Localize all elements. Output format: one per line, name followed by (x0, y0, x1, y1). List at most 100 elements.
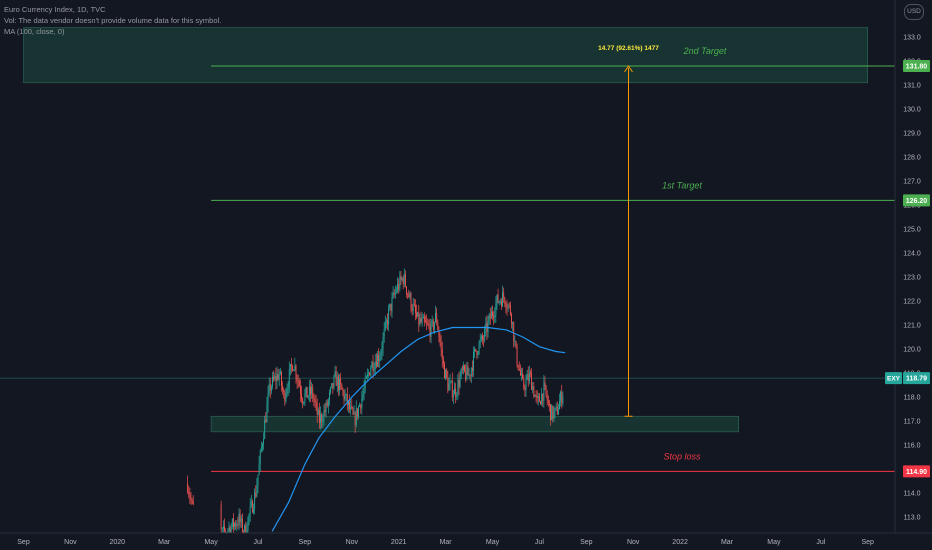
candle-body-250 (493, 315, 495, 318)
candle-body-306 (555, 406, 557, 408)
candle-body-140 (370, 368, 372, 376)
candle-body-170 (403, 273, 405, 284)
candle-body-43 (262, 444, 263, 448)
candle-body-134 (363, 388, 365, 394)
candle-body-273 (518, 369, 520, 371)
candle-body-194 (430, 321, 432, 337)
candle-body-291 (538, 396, 540, 402)
candle-body-104 (330, 387, 332, 393)
candle-body-143 (373, 368, 375, 372)
candle-body-53 (273, 376, 275, 380)
candle-body-274 (519, 369, 521, 375)
candle-body-29 (246, 530, 248, 533)
candle-body-207 (445, 369, 447, 379)
candle-body-268 (513, 322, 515, 342)
candle-body-95 (320, 414, 321, 423)
candle-body-81 (304, 393, 306, 402)
candle-body-188 (423, 316, 425, 322)
candle-body-113 (340, 378, 342, 384)
candle-body-311 (561, 392, 563, 404)
candle-body-209 (447, 377, 449, 391)
candle-body-187 (422, 316, 424, 319)
candle-body-190 (426, 322, 428, 324)
candle-body-14 (229, 527, 231, 533)
candle-body-237 (478, 342, 480, 353)
candle-body-10 (225, 531, 227, 533)
time-tick-10: May (486, 539, 500, 546)
candle-body-111 (337, 376, 339, 391)
candle-body-265 (509, 304, 511, 315)
candle-body-68 (289, 364, 291, 370)
candle-body-189 (425, 321, 426, 323)
candle-body-39 (257, 474, 259, 486)
candle-body-101 (326, 402, 328, 407)
candle-body-90 (314, 400, 316, 402)
candle-body-22 (238, 513, 240, 526)
candle-body-118 (345, 393, 347, 396)
candle-body-153 (384, 321, 386, 329)
candle-body-65 (286, 389, 288, 394)
candle-body-292 (540, 401, 541, 405)
candle-body-84 (307, 395, 309, 398)
candle-body-206 (444, 363, 445, 379)
candle-body-96 (321, 414, 323, 422)
candle-body-296 (544, 382, 546, 386)
level-label-0: 2nd Target (683, 46, 727, 56)
candle-body-223 (463, 365, 464, 370)
candle-body-286 (533, 386, 535, 397)
candle-body-261 (505, 303, 507, 308)
zone-layer (23, 27, 869, 433)
candle-body-230 (470, 368, 472, 377)
currency-button[interactable]: USD (904, 4, 924, 20)
candle-body-160 (392, 292, 394, 298)
time-tick-3: Mar (158, 539, 171, 546)
candle-body-48 (267, 393, 269, 405)
candle-body-28 (245, 525, 247, 533)
price-axis[interactable]: 113.0114.0115.0116.0117.0118.0119.0120.0… (885, 0, 930, 533)
candle-body-89 (313, 398, 315, 401)
candle-body-164 (397, 283, 399, 291)
candle-body-59 (279, 371, 281, 374)
candle-body-175 (409, 293, 411, 298)
legend-ma[interactable]: MA (100, close, 0) (4, 27, 65, 36)
candle-body-7 (221, 528, 223, 530)
candle-body-9 (224, 526, 225, 532)
candle-body-272 (517, 364, 519, 370)
candle-body-50 (269, 383, 271, 391)
candle-body-129 (358, 406, 359, 417)
candle-body-155 (387, 320, 388, 325)
candle-body-137 (366, 373, 368, 377)
current-price-badge: 118.79 (906, 376, 927, 383)
candle-body-253 (496, 294, 498, 304)
candle-body-162 (394, 291, 396, 295)
candle-body-64 (285, 393, 287, 402)
candle-body-157 (389, 303, 391, 309)
candle-body-130 (359, 404, 361, 407)
candle-body-179 (413, 304, 415, 306)
candle-body-108 (334, 371, 336, 377)
legend-symbol[interactable]: Euro Currency Index, 1D, TVC (4, 5, 106, 14)
candle-body-52 (272, 376, 273, 387)
candle-body-213 (451, 380, 453, 398)
candle-body-301 (550, 404, 552, 421)
candle-body-78 (301, 393, 302, 400)
candle-body-264 (508, 304, 510, 306)
time-tick-17: Jul (816, 539, 825, 546)
candle-body-13 (228, 527, 230, 531)
candle-body-75 (297, 380, 299, 382)
candle-body-168 (401, 278, 403, 280)
candle-body-57 (277, 374, 279, 380)
candle-body-212 (450, 380, 452, 382)
candle-body-83 (306, 386, 308, 398)
candle-body-8 (222, 526, 224, 529)
candle-body-62 (283, 390, 285, 393)
candle-body-202 (439, 336, 441, 343)
candle-body-107 (333, 376, 335, 389)
candle-body-186 (421, 318, 423, 323)
candle-body-183 (418, 312, 420, 325)
time-axis[interactable]: Sep Nov 2020 Mar May Jul Sep Nov 2021 Mar May Jul Se… (0, 532, 932, 546)
candle-body-219 (458, 379, 460, 388)
candle-body-97 (322, 421, 324, 423)
candle-body-290 (537, 396, 539, 399)
